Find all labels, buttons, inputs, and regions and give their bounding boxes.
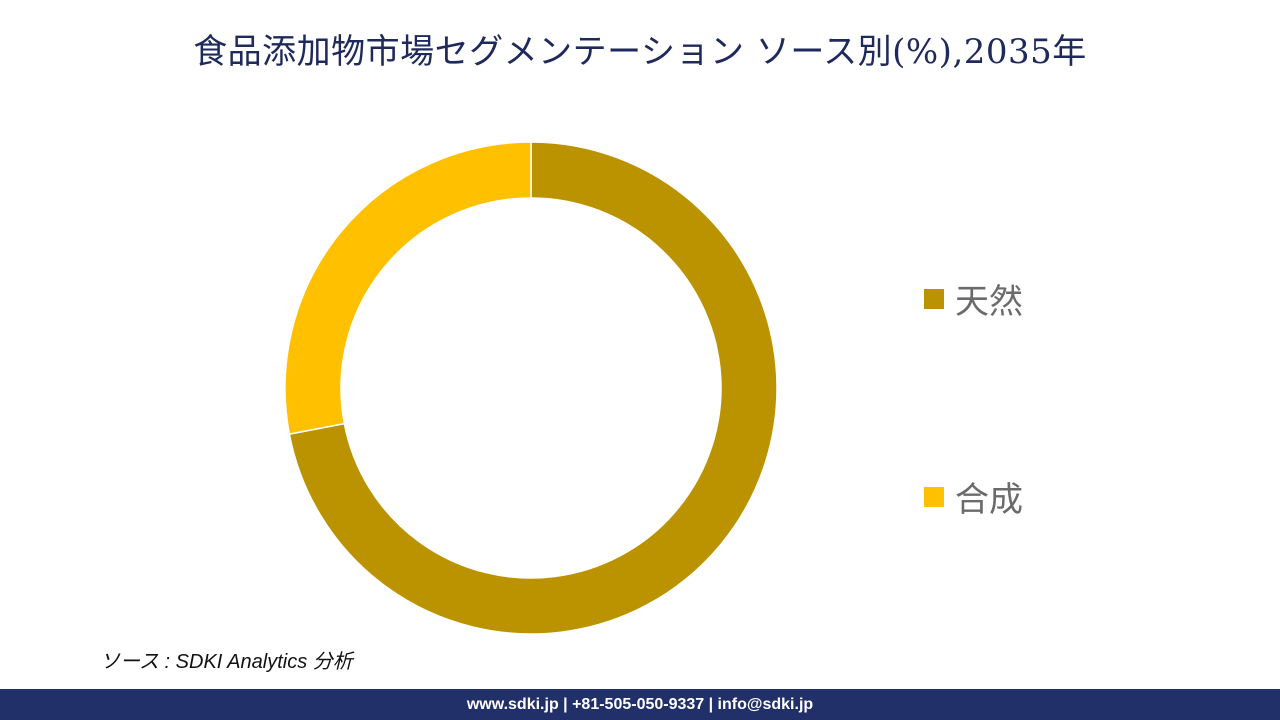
- donut-slice-synthetic: [284, 141, 532, 435]
- donut-slice-natural: [288, 141, 778, 635]
- chart-title: 食品添加物市場セグメンテーション ソース別(%),2035年: [193, 32, 1087, 72]
- legend-swatch-natural: [924, 288, 944, 309]
- footer-contact-bar: www.sdki.jp | +81-505-050-9337 | info@sd…: [0, 689, 1280, 720]
- legend-item-natural: 天然: [924, 274, 1023, 323]
- source-note: ソース : SDKI Analytics 分析: [100, 651, 353, 673]
- donut-chart: [284, 141, 778, 635]
- legend-label-natural: 天然: [955, 282, 1023, 322]
- legend-label-synthetic: 合成: [955, 480, 1023, 520]
- legend-swatch-synthetic: [924, 486, 944, 507]
- legend-item-synthetic: 合成: [924, 472, 1023, 521]
